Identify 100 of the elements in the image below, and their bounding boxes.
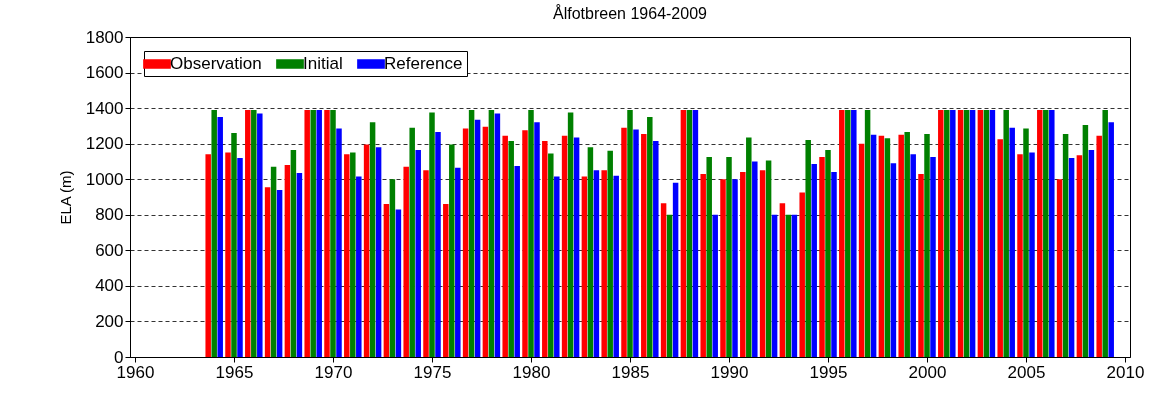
y-tick-label: 600 [95,240,124,260]
bar [1009,127,1015,357]
bar [231,133,237,357]
bar [983,109,990,357]
bar [284,165,291,357]
bar [502,135,508,357]
bar [389,179,396,357]
y-tick-label: 1200 [85,134,124,154]
bar [316,109,322,357]
bar [237,157,243,357]
bar [851,109,857,357]
bar [607,150,613,357]
bar [950,109,956,357]
x-tick-label: 1970 [314,362,353,382]
bar [1096,135,1102,357]
bar [680,109,687,357]
bar [344,154,350,357]
bar [534,122,540,357]
bar [474,119,481,357]
bar [969,109,976,357]
bar [779,203,786,357]
bar [771,214,778,357]
bar [759,170,766,357]
bar [514,165,520,357]
bar [1062,133,1069,357]
y-tick-label: 800 [95,205,124,225]
bar [363,144,370,357]
bar [1029,152,1035,357]
bar [567,112,574,357]
bar [581,176,588,357]
y-tick-label: 1400 [85,98,124,118]
bar [296,173,303,357]
chart-title: Ålfotbreen 1964-2009 [553,4,708,22]
bar [554,176,560,357]
bar [251,109,257,357]
bar [864,109,871,357]
y-tick-label: 1800 [85,27,124,47]
bar [890,163,897,357]
bar [482,126,489,357]
bar [310,109,316,357]
bar [752,161,758,357]
bar [542,141,548,357]
bar [746,137,752,357]
bar [494,113,501,357]
bar [720,179,726,357]
bar [324,109,330,357]
bar [211,109,217,357]
bar [548,153,554,357]
bar [791,214,798,357]
bar [839,109,845,357]
bar [647,117,653,357]
x-tick-label: 1985 [611,362,650,382]
bar [423,170,429,357]
bar [938,109,944,357]
bar [573,137,580,357]
bar [884,138,891,357]
bar [904,132,910,357]
bar [276,189,283,357]
bar [997,139,1003,357]
bar [732,179,738,357]
bar [653,141,659,357]
bar [819,157,825,357]
bar [356,176,362,357]
bar [350,152,356,357]
bar [1108,122,1114,357]
bar [455,167,461,357]
bar [336,128,342,357]
bar [593,170,600,357]
bar [449,144,455,357]
bar [369,122,376,357]
bar [621,127,627,357]
bar [522,130,528,357]
y-tick-label: 400 [95,276,124,296]
bar [989,109,996,357]
bar [205,154,211,357]
bar [1088,149,1095,357]
bar [858,143,865,357]
bar [811,164,817,357]
x-tick-label: 2000 [908,362,947,382]
bar [878,135,885,357]
bar [217,117,223,357]
bar [1049,109,1055,357]
bar [290,149,297,357]
bar [304,109,310,357]
bar [672,182,679,357]
bar [930,157,936,357]
bar [944,109,950,357]
bar [825,149,831,357]
x-tick-label: 1990 [710,362,749,382]
x-tick-label: 2005 [1007,362,1046,382]
bar [918,173,924,357]
bar [1082,125,1089,357]
bar [686,109,693,357]
x-tick-label: 2010 [1106,362,1145,382]
y-tick-label: 200 [95,311,124,331]
bar [383,204,390,357]
bar [435,132,441,357]
bar [740,172,746,357]
bar [462,128,469,357]
bar [1023,128,1029,357]
